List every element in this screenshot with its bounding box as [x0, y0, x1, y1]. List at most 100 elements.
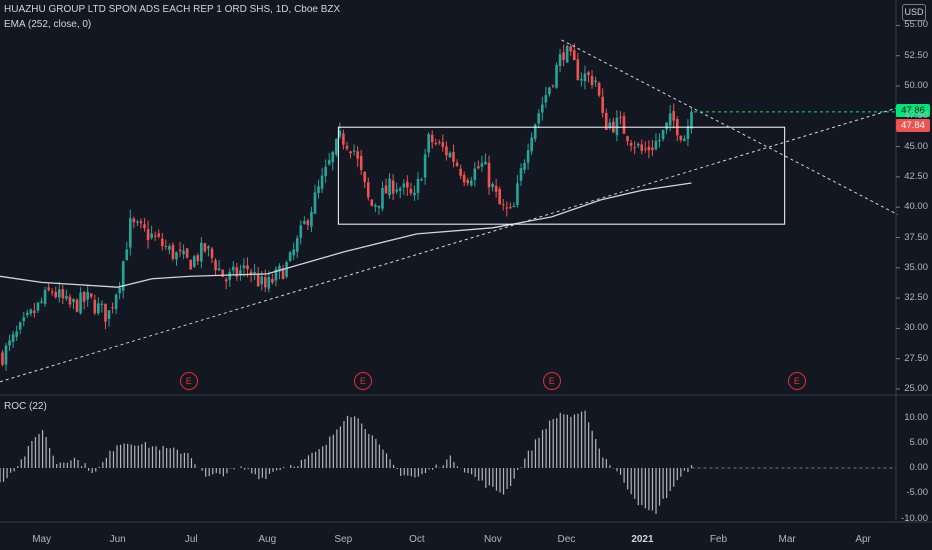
- candle-body: [519, 168, 523, 181]
- candle-body: [686, 125, 690, 140]
- candle-body: [43, 289, 47, 304]
- ema-line: [0, 182, 692, 288]
- time-tick-label: May: [32, 534, 52, 545]
- candle-body: [121, 261, 125, 291]
- earnings-marker[interactable]: E: [787, 372, 806, 390]
- candle-body: [335, 138, 338, 155]
- candle-body: [523, 162, 526, 170]
- candle-body: [555, 64, 558, 88]
- candle-body: [288, 252, 292, 261]
- candle-body: [349, 151, 352, 154]
- candle-body: [207, 246, 210, 249]
- earnings-marker[interactable]: E: [353, 372, 372, 390]
- earnings-marker[interactable]: E: [179, 372, 198, 390]
- candle-body: [285, 262, 288, 277]
- candle-body: [260, 276, 264, 285]
- candle-body: [512, 205, 516, 208]
- candle-body: [178, 249, 182, 252]
- candle-body: [626, 136, 629, 142]
- candle-body: [530, 137, 533, 152]
- time-tick-label: Oct: [409, 534, 425, 545]
- candle-body: [494, 185, 498, 192]
- candle-body: [647, 146, 651, 151]
- candle-body: [224, 279, 228, 282]
- candle-body: [477, 166, 480, 169]
- candle-body: [36, 302, 40, 311]
- candle-body: [313, 192, 317, 214]
- candle-body: [438, 142, 441, 144]
- candle-body: [203, 243, 207, 252]
- candle-body: [551, 85, 555, 87]
- time-tick-label: 2021: [631, 534, 654, 545]
- candle-body: [658, 139, 661, 142]
- candle-body: [104, 303, 107, 322]
- candle-body: [544, 95, 548, 103]
- candle-body: [1, 352, 4, 365]
- candle-body: [54, 291, 58, 298]
- candle-body: [409, 188, 413, 194]
- candle-body: [565, 46, 569, 63]
- candle-body: [196, 255, 200, 262]
- time-tick-label: Mar: [778, 534, 796, 545]
- price-tick-label: 40.00: [904, 201, 928, 213]
- candle-body: [583, 73, 587, 82]
- candle-body: [239, 270, 242, 276]
- candle-body: [281, 268, 285, 280]
- candle-body: [455, 162, 459, 166]
- candle-body: [402, 183, 406, 188]
- candle-body: [8, 340, 11, 346]
- candle-body: [619, 116, 622, 118]
- candle-body: [47, 287, 50, 291]
- candle-body: [590, 75, 594, 86]
- candle-body: [114, 294, 118, 310]
- candle-body: [562, 52, 565, 60]
- candle-body: [391, 180, 395, 194]
- candle-body: [139, 221, 143, 224]
- candle-body: [416, 178, 420, 193]
- time-tick-label: Aug: [258, 534, 277, 545]
- candle-body: [86, 292, 89, 300]
- candle-body: [509, 207, 512, 209]
- candle-body: [558, 54, 562, 67]
- candle-body: [29, 309, 33, 314]
- roc-tick-label: -10.00: [901, 512, 928, 524]
- price-tick-label: 47.50: [904, 110, 928, 122]
- candle-body: [594, 80, 597, 83]
- candle-body: [622, 116, 626, 134]
- candle-body: [82, 291, 86, 302]
- candle-body: [420, 179, 423, 181]
- price-tick-label: 45.00: [904, 140, 928, 152]
- candle-body: [214, 260, 217, 271]
- candle-body: [462, 174, 466, 183]
- candle-body: [484, 161, 487, 165]
- candle-body: [406, 181, 409, 188]
- candle-body: [597, 82, 601, 96]
- candle-body: [75, 299, 79, 312]
- price-tick-label: 42.50: [904, 170, 928, 182]
- candle-body: [93, 299, 97, 314]
- candle-body: [505, 207, 509, 209]
- candle-body: [445, 146, 448, 156]
- time-tick-label: Feb: [709, 534, 728, 545]
- candle-body: [480, 163, 484, 167]
- currency-button[interactable]: USD: [902, 4, 926, 21]
- candle-body: [256, 273, 260, 287]
- candle-body: [271, 278, 274, 283]
- earnings-marker[interactable]: E: [542, 372, 561, 390]
- candle-body: [459, 168, 462, 176]
- candle-body: [537, 113, 541, 124]
- candle-body: [338, 130, 342, 137]
- price-tick-label: 27.50: [904, 352, 928, 364]
- candle-body: [232, 266, 235, 271]
- candle-body: [57, 289, 61, 298]
- candle-body: [654, 140, 658, 150]
- roc-tick-label: 5.00: [909, 436, 929, 448]
- last-price-tag: 47.86: [896, 104, 930, 117]
- candle-body: [366, 182, 370, 198]
- candle-body: [413, 192, 416, 196]
- candle-body: [11, 334, 15, 342]
- candle-body: [324, 166, 327, 177]
- candle-body: [345, 145, 349, 149]
- candle-body: [356, 151, 359, 159]
